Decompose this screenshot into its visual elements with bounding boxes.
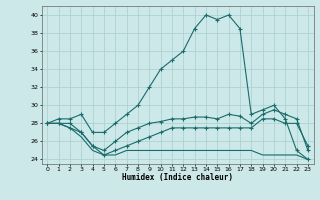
X-axis label: Humidex (Indice chaleur): Humidex (Indice chaleur) (122, 173, 233, 182)
